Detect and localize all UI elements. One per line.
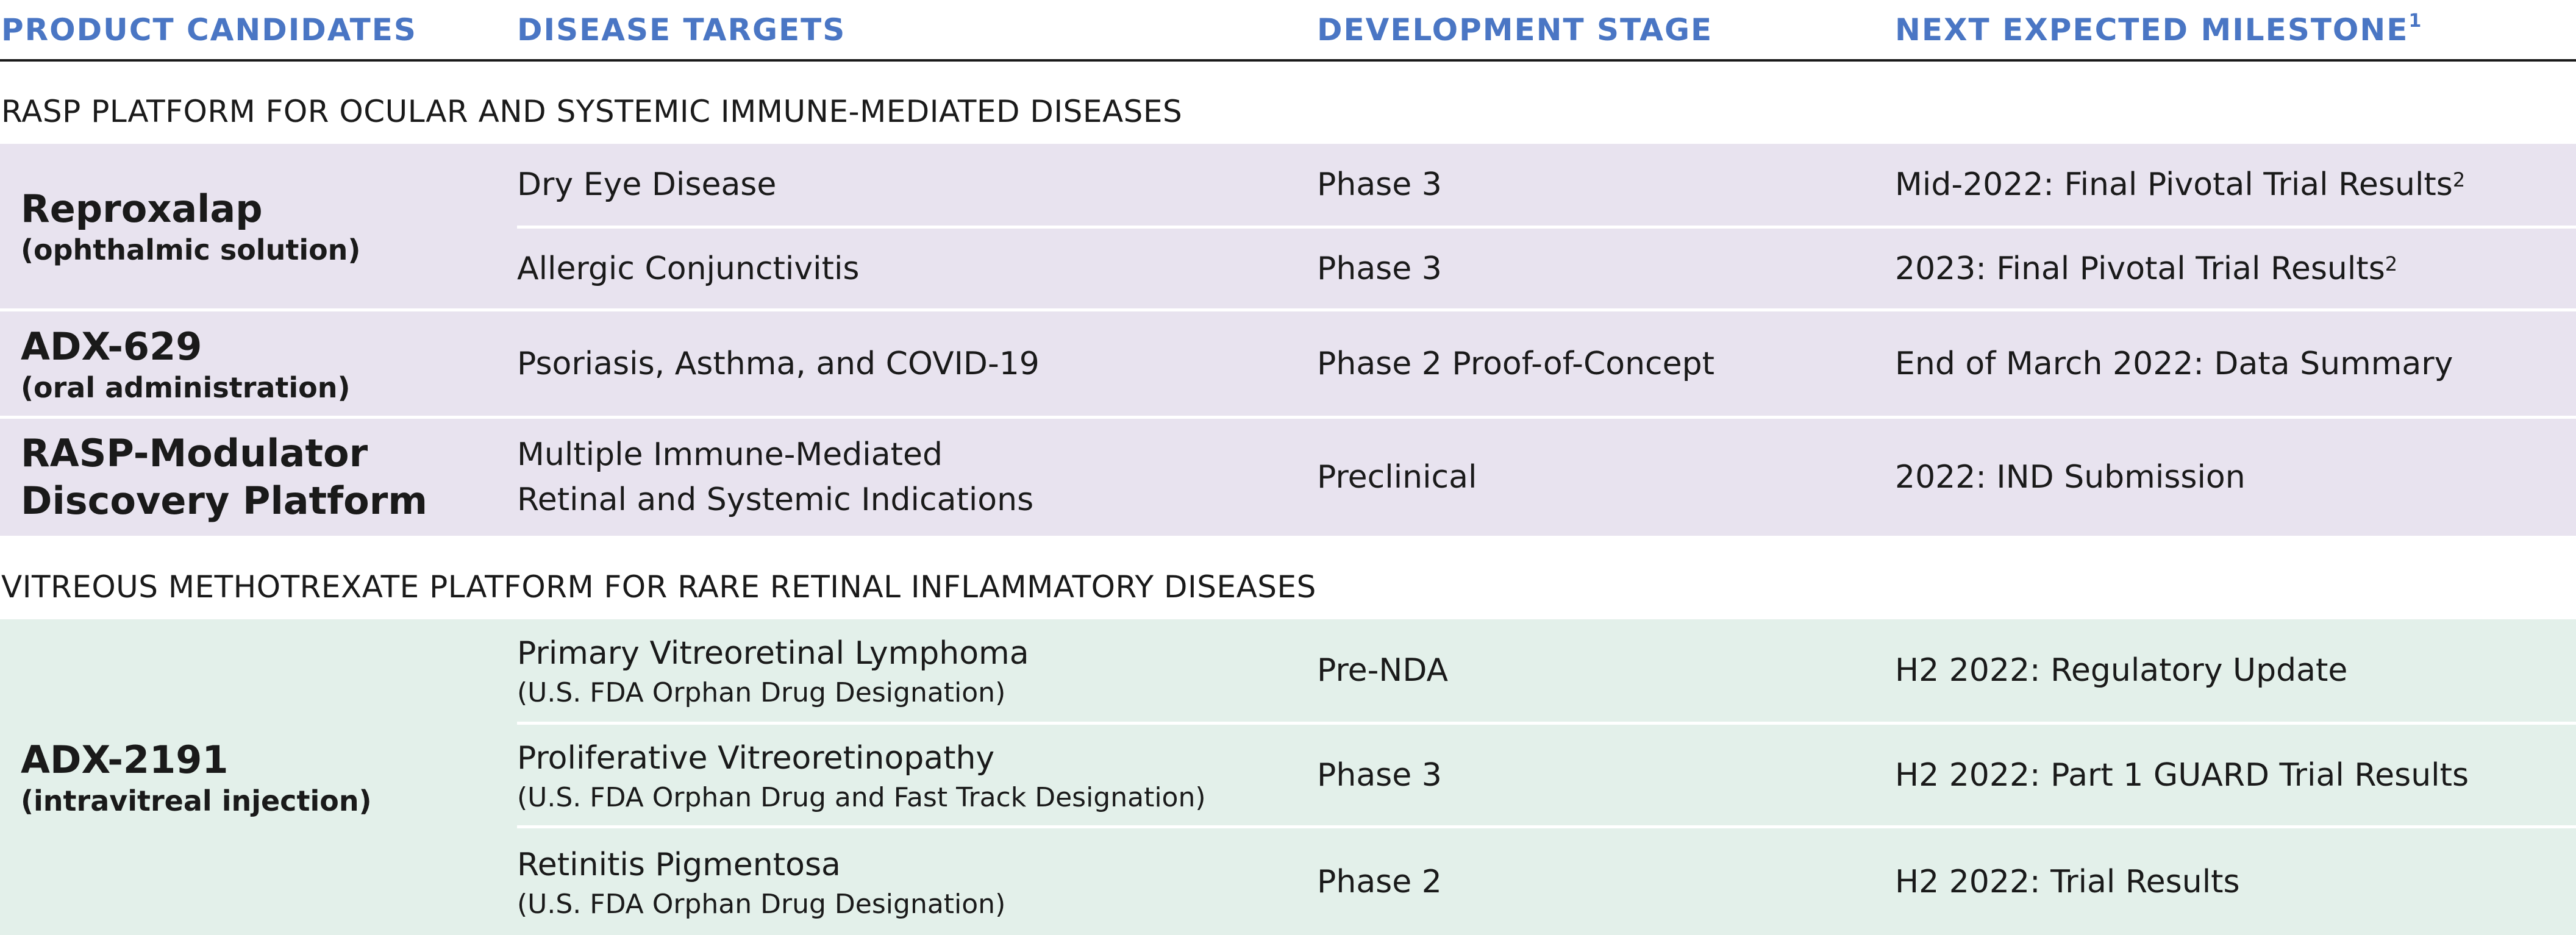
- designation: (U.S. FDA Orphan Drug Designation): [517, 677, 1006, 708]
- row-divider: [0, 308, 2576, 311]
- milestone-text: 2023: Final Pivotal Trial Results: [1895, 250, 2385, 287]
- designation: (U.S. FDA Orphan Drug Designation): [517, 888, 1006, 920]
- product-rasp-modulator: RASP-Modulator Discovery Platform: [21, 419, 427, 536]
- development-stage: Pre-NDA: [1317, 652, 1449, 689]
- development-stage: Preclinical: [1317, 459, 1477, 496]
- header-disease-targets: DISEASE TARGETS: [517, 12, 846, 48]
- footnote-marker: 1: [2408, 10, 2423, 32]
- section-band-rasp: [0, 144, 2576, 536]
- development-stage: Phase 2 Proof-of-Concept: [1317, 345, 1715, 382]
- development-stage: Phase 3: [1317, 250, 1442, 287]
- row-divider: [517, 722, 2576, 725]
- product-name: ADX-2191: [21, 738, 229, 782]
- product-name: ADX-629: [21, 324, 202, 369]
- disease-target: Dry Eye Disease: [517, 166, 777, 203]
- next-milestone: 2023: Final Pivotal Trial Results2: [1895, 229, 2397, 308]
- product-formulation: (ophthalmic solution): [21, 233, 361, 266]
- header-rule: [0, 59, 2576, 62]
- product-reproxalap: Reproxalap (ophthalmic solution): [21, 144, 360, 308]
- row-divider: [517, 825, 2576, 828]
- header-next-milestone: NEXT EXPECTED MILESTONE1: [1895, 9, 2422, 51]
- next-milestone: H2 2022: Trial Results: [1895, 863, 2240, 900]
- disease-name: Proliferative Vitreoretinopathy: [517, 739, 995, 777]
- disease-name: Primary Vitreoretinal Lymphoma: [517, 635, 1029, 672]
- row-divider: [0, 416, 2576, 419]
- footnote-marker: 2: [2452, 168, 2466, 191]
- designation: (U.S. FDA Orphan Drug and Fast Track Des…: [517, 781, 1206, 813]
- next-milestone: End of March 2022: Data Summary: [1895, 345, 2453, 382]
- disease-target-line1: Multiple Immune-Mediated: [517, 436, 943, 473]
- header-next-milestone-label: NEXT EXPECTED MILESTONE: [1895, 12, 2409, 48]
- section-title-vitreous: VITREOUS METHOTREXATE PLATFORM FOR RARE …: [1, 569, 1316, 605]
- development-stage: Phase 2: [1317, 863, 1442, 900]
- product-formulation: (oral administration): [21, 371, 351, 404]
- development-stage: Phase 3: [1317, 756, 1442, 794]
- development-stage: Phase 3: [1317, 166, 1442, 203]
- disease-target: Retinitis Pigmentosa (U.S. FDA Orphan Dr…: [517, 828, 1005, 935]
- section-title-rasp: RASP PLATFORM FOR OCULAR AND SYSTEMIC IM…: [1, 94, 1183, 129]
- product-adx-2191: ADX-2191 (intravitreal injection): [21, 619, 372, 935]
- row-divider: [517, 226, 2576, 229]
- next-milestone: Mid-2022: Final Pivotal Trial Results2: [1895, 144, 2465, 226]
- disease-name: Retinitis Pigmentosa: [517, 846, 841, 883]
- next-milestone: H2 2022: Regulatory Update: [1895, 652, 2348, 689]
- product-name-line2: Discovery Platform: [21, 478, 427, 523]
- product-name-line1: RASP-Modulator: [21, 431, 368, 475]
- disease-target: Primary Vitreoretinal Lymphoma (U.S. FDA…: [517, 619, 1029, 722]
- disease-target-line2: Retinal and Systemic Indications: [517, 482, 1034, 518]
- disease-target: Multiple Immune-Mediated Retinal and Sys…: [517, 419, 1033, 536]
- disease-target: Proliferative Vitreoretinopathy (U.S. FD…: [517, 725, 1206, 825]
- product-adx-629: ADX-629 (oral administration): [21, 311, 351, 416]
- disease-target: Psoriasis, Asthma, and COVID-19: [517, 345, 1040, 382]
- milestone-text: Mid-2022: Final Pivotal Trial Results: [1895, 166, 2453, 203]
- section-band-vitreous: [0, 619, 2576, 935]
- product-name: Reproxalap: [21, 187, 263, 231]
- header-product-candidates: PRODUCT CANDIDATES: [1, 12, 417, 48]
- header-development-stage: DEVELOPMENT STAGE: [1317, 12, 1713, 48]
- footnote-marker: 2: [2385, 252, 2398, 276]
- next-milestone: H2 2022: Part 1 GUARD Trial Results: [1895, 756, 2469, 794]
- next-milestone: 2022: IND Submission: [1895, 459, 2246, 496]
- disease-target: Allergic Conjunctivitis: [517, 250, 860, 287]
- product-formulation: (intravitreal injection): [21, 784, 372, 817]
